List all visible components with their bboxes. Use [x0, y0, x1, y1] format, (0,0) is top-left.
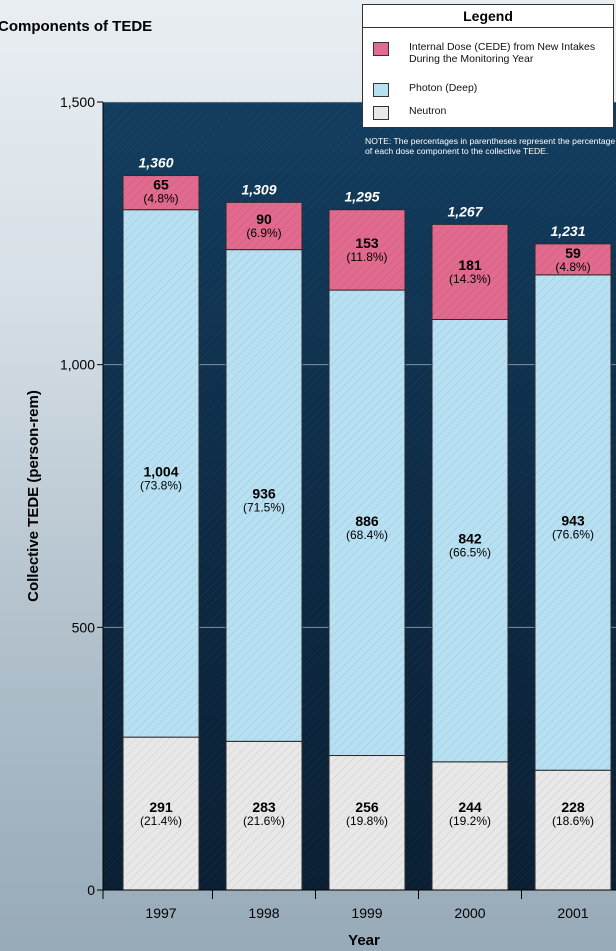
segment-value-label: 256: [355, 799, 379, 815]
legend-label-neutron: Neutron: [409, 105, 609, 117]
legend-swatch-neutron: [373, 106, 389, 120]
chart-title: Components of TEDE: [0, 18, 152, 35]
segment-value-label: 65: [153, 177, 169, 193]
y-tick-label: 0: [87, 882, 95, 898]
segment-value-label: 90: [256, 211, 272, 227]
segment-value-label: 181: [458, 257, 482, 273]
x-tick-label: 2001: [557, 905, 588, 921]
segment-value-label: 886: [355, 513, 379, 529]
segment-percent-label: (66.5%): [449, 546, 491, 560]
segment-value-label: 291: [149, 799, 173, 815]
segment-percent-label: (73.8%): [140, 478, 182, 492]
x-tick-label: 1998: [248, 905, 279, 921]
y-tick-label: 500: [72, 619, 96, 635]
segment-value-label: 283: [252, 799, 276, 815]
segment-percent-label: (21.4%): [140, 814, 182, 828]
legend-label-photon: Photon (Deep): [409, 82, 609, 94]
note-container: NOTE: The percentages in parentheses rep…: [362, 136, 616, 176]
segment-percent-label: (6.9%): [246, 226, 281, 240]
segment-percent-label: (4.8%): [555, 260, 590, 274]
note-text: NOTE: The percentages in parentheses rep…: [362, 136, 616, 156]
bar-segment-hatch: [535, 770, 611, 890]
x-tick-label: 1997: [145, 905, 176, 921]
bar-total-label: 1,231: [550, 223, 585, 239]
segment-value-label: 59: [565, 245, 581, 261]
legend-title: Legend: [363, 5, 613, 28]
x-axis-label: Year: [348, 932, 380, 949]
legend-swatch-internal-dose: [373, 42, 389, 56]
legend-label-internal-dose: Internal Dose (CEDE) from New Intakes Du…: [409, 41, 609, 65]
segment-percent-label: (68.4%): [346, 528, 388, 542]
y-axis-label: Collective TEDE (person-rem): [25, 390, 42, 602]
segment-percent-label: (19.2%): [449, 814, 491, 828]
bar-total-label: 1,309: [241, 181, 276, 197]
segment-value-label: 936: [252, 485, 276, 501]
segment-value-label: 153: [355, 235, 379, 251]
segment-percent-label: (11.8%): [346, 250, 387, 264]
segment-percent-label: (4.8%): [143, 192, 178, 206]
segment-value-label: 244: [458, 799, 482, 815]
segment-percent-label: (71.5%): [243, 500, 285, 514]
segment-value-label: 1,004: [143, 463, 178, 479]
segment-percent-label: (14.3%): [449, 272, 491, 286]
segment-percent-label: (18.6%): [552, 814, 594, 828]
segment-value-label: 228: [561, 799, 585, 815]
legend: Legend Internal Dose (CEDE) from New Int…: [362, 4, 614, 128]
bar-total-label: 1,295: [344, 189, 379, 205]
segment-percent-label: (19.8%): [346, 814, 388, 828]
bar-total-label: 1,360: [138, 155, 173, 171]
y-tick-label: 1,500: [60, 94, 95, 110]
legend-swatch-photon: [373, 83, 389, 97]
segment-value-label: 943: [561, 513, 585, 529]
segment-percent-label: (21.6%): [243, 814, 285, 828]
segment-percent-label: (76.6%): [552, 528, 594, 542]
x-tick-label: 1999: [351, 905, 382, 921]
x-tick-label: 2000: [454, 905, 485, 921]
y-tick-label: 1,000: [60, 357, 95, 373]
bar-total-label: 1,267: [447, 203, 483, 219]
segment-value-label: 842: [458, 531, 482, 547]
